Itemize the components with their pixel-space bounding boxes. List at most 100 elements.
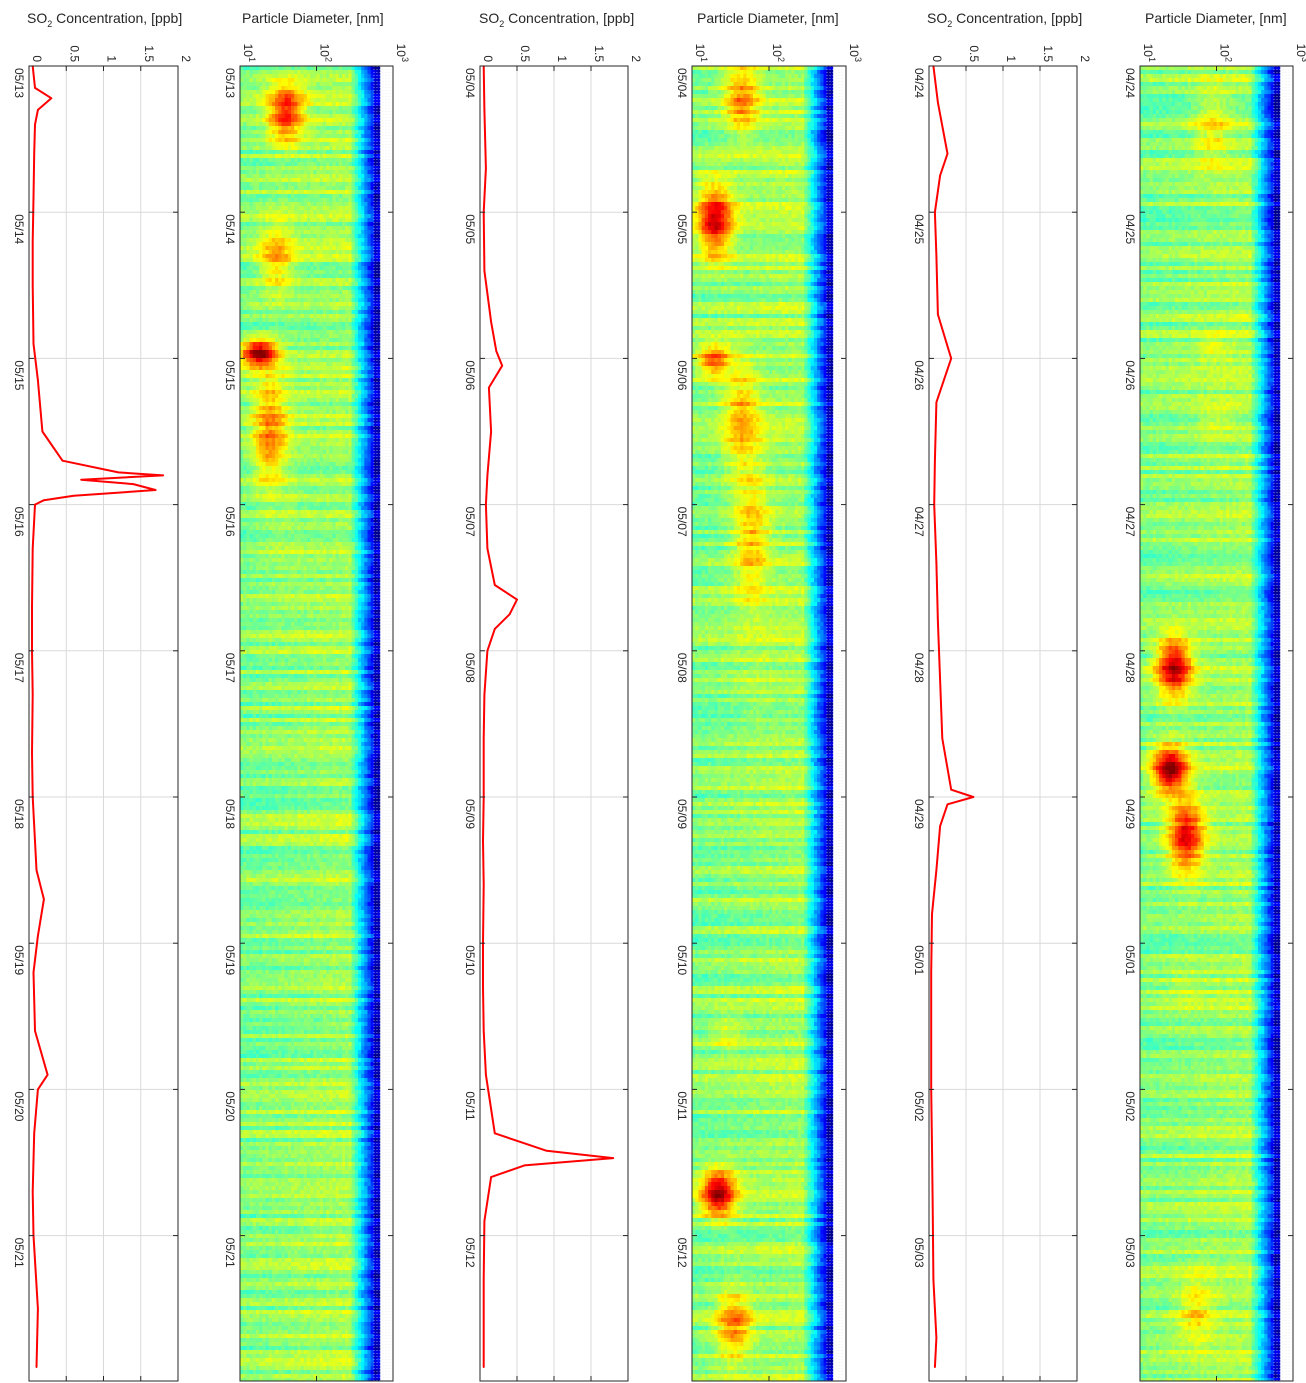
heatmap-cell xyxy=(389,130,393,135)
heatmap-cell xyxy=(297,170,302,175)
heatmap-cell xyxy=(373,130,378,135)
heatmap-cell xyxy=(383,86,388,91)
heatmap-cell xyxy=(300,98,305,103)
heatmap-cell xyxy=(335,118,340,123)
heatmap-cell xyxy=(354,170,359,175)
heatmap-cell xyxy=(246,150,251,155)
heatmap-cell xyxy=(252,118,257,123)
heatmap-cell xyxy=(383,230,388,235)
heatmap-cell xyxy=(329,174,334,179)
heatmap-cell xyxy=(389,198,393,203)
heatmap-cell xyxy=(310,142,314,147)
heatmap-cell xyxy=(380,182,385,187)
heatmap-cell xyxy=(345,94,349,99)
heatmap-cell xyxy=(284,138,289,143)
heatmap-cell xyxy=(354,150,359,155)
heatmap-cell xyxy=(386,206,391,211)
heatmap-cell xyxy=(262,66,267,71)
heatmap-cell xyxy=(345,142,349,147)
heatmap-cell xyxy=(240,206,244,211)
heatmap-cell xyxy=(287,114,292,119)
heatmap-cell xyxy=(297,98,302,103)
heatmap-cell xyxy=(240,170,244,175)
heatmap-cell xyxy=(367,66,372,71)
heatmap-cell xyxy=(249,198,254,203)
heatmap-cell xyxy=(287,134,292,139)
heatmap-cell xyxy=(364,130,369,135)
heatmap-cell xyxy=(287,82,292,87)
heatmap-cell xyxy=(319,138,324,143)
heatmap-cell xyxy=(373,94,378,99)
heatmap-cell xyxy=(377,114,381,119)
heatmap-cell xyxy=(383,90,388,95)
heatmap-cell xyxy=(259,78,263,83)
heatmap-cell xyxy=(342,106,346,111)
heatmap-cell xyxy=(297,70,302,75)
heatmap-cell xyxy=(354,182,359,187)
heatmap-cell xyxy=(278,178,283,183)
heatmap-cell xyxy=(249,130,254,135)
heatmap-cell xyxy=(310,110,314,115)
heatmap-cell xyxy=(281,178,286,183)
heatmap-cell xyxy=(348,218,353,223)
heatmap-cell xyxy=(316,130,321,135)
heatmap-cell xyxy=(348,138,353,143)
heatmap-cell xyxy=(361,70,365,75)
heatmap-cell xyxy=(367,162,372,167)
heatmap-cell xyxy=(354,194,359,199)
heatmap-cell xyxy=(380,186,385,191)
heatmap-cell xyxy=(313,238,318,243)
heatmap-cell xyxy=(284,238,289,243)
heatmap-cell xyxy=(240,110,244,115)
heatmap-cell xyxy=(386,166,391,171)
heatmap-cell xyxy=(252,110,257,115)
heatmap-cell xyxy=(291,182,295,187)
heatmap-cell xyxy=(326,202,330,207)
heatmap-cell xyxy=(259,202,263,207)
heatmap-cell xyxy=(345,194,349,199)
heatmap-cell xyxy=(373,194,378,199)
heatmap-cell xyxy=(265,206,270,211)
heatmap-cell xyxy=(357,130,362,135)
heatmap-cell xyxy=(297,90,302,95)
heatmap-cell xyxy=(259,186,263,191)
heatmap-cell xyxy=(291,186,295,191)
heatmap-cell xyxy=(335,66,340,71)
heatmap-cell xyxy=(268,162,273,167)
heatmap-cell xyxy=(335,206,340,211)
heatmap-cell xyxy=(345,82,349,87)
heatmap-cell xyxy=(322,102,327,107)
heatmap-cell xyxy=(367,74,372,79)
heatmap-cell xyxy=(322,78,327,83)
heatmap-cell xyxy=(367,234,372,239)
heatmap-cell xyxy=(348,82,353,87)
heatmap-cell xyxy=(348,182,353,187)
heatmap-cell xyxy=(284,226,289,231)
heatmap-cell xyxy=(380,234,385,239)
heatmap-cell xyxy=(364,230,369,235)
heatmap-cell xyxy=(300,70,305,75)
heatmap-cell xyxy=(310,162,314,167)
heatmap-cell xyxy=(306,126,311,131)
heatmap-cell xyxy=(297,158,302,163)
heatmap-cell xyxy=(300,226,305,231)
heatmap-cell xyxy=(370,234,375,239)
heatmap-cell xyxy=(300,198,305,203)
heatmap-cell xyxy=(246,174,251,179)
heatmap-cell xyxy=(300,230,305,235)
so2-data-point xyxy=(72,495,75,497)
heatmap-cell xyxy=(354,134,359,139)
heatmap-cell xyxy=(287,198,292,203)
heatmap-cell xyxy=(243,158,247,163)
heatmap-cell xyxy=(326,238,330,243)
heatmap-cell xyxy=(367,186,372,191)
heatmap-cell xyxy=(373,174,378,179)
heatmap-cell xyxy=(316,90,321,95)
heatmap-cell xyxy=(265,70,270,75)
heatmap-cell xyxy=(370,98,375,103)
heatmap-cell xyxy=(329,154,334,159)
heatmap-cell xyxy=(291,74,295,79)
heatmap-cell xyxy=(380,86,385,91)
heatmap-cell xyxy=(275,138,279,143)
heatmap-cell xyxy=(294,186,298,191)
